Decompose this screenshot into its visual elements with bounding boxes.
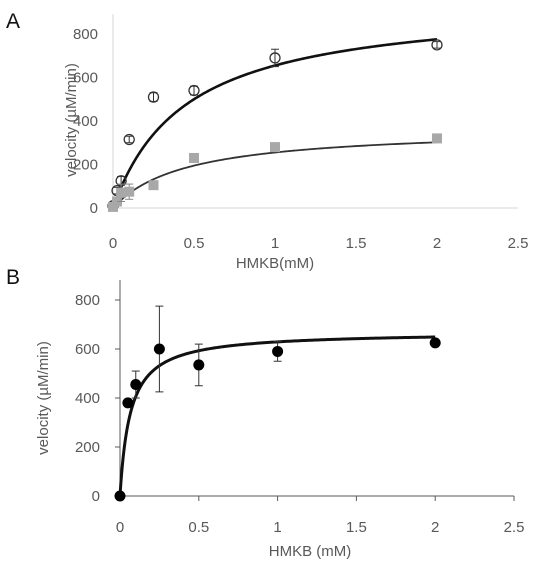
panel-a-x-tick-label: 0.5 xyxy=(184,235,205,252)
panel-b-x-tick-label: 0.5 xyxy=(188,519,209,536)
panel-a-series-2-point xyxy=(112,196,123,207)
panel-a-series-2-point xyxy=(432,133,442,144)
panel-a-series-1-point xyxy=(269,52,281,64)
panel-a-x-tick-label: 0 xyxy=(109,235,117,252)
panel-a-x-tick-label: 1 xyxy=(271,235,279,252)
panel-a-series-1-point xyxy=(431,39,443,51)
panel-a-series-2-point xyxy=(124,186,135,197)
panel-b-label: B xyxy=(6,266,20,289)
panel-a-x-axis-title: HMKB(mM) xyxy=(236,255,314,272)
panel-b-x-tick-label: 2.5 xyxy=(504,519,525,536)
panel-b-y-tick-label: 0 xyxy=(92,488,100,505)
panel-b-y-tick-label: 800 xyxy=(75,292,100,309)
panel-a-series-2-point xyxy=(189,152,199,163)
panel-b-x-axis-title: HMKB (mM) xyxy=(269,543,352,560)
panel-a-y-tick-label: 400 xyxy=(73,113,98,130)
panel-b-y-tick-label: 200 xyxy=(75,439,100,456)
panel-a-series-2-point xyxy=(108,201,118,212)
panel-b-x-tick-label: 2 xyxy=(431,519,439,536)
panel-b-series-1-point xyxy=(114,490,126,502)
panel-b-series-1-point xyxy=(130,379,142,391)
panel-b-series-1-point xyxy=(429,337,441,349)
panel-a-x-tick-label: 2.5 xyxy=(508,235,529,252)
panel-b-y-tick-label: 600 xyxy=(75,341,100,358)
panel-a-y-axis-title: velocity (µM/min) xyxy=(63,63,80,177)
panel-b-x-tick-label: 1 xyxy=(273,519,281,536)
panel-b-y-tick-label: 400 xyxy=(75,390,100,407)
panel-a-series-1-point xyxy=(188,84,200,97)
panel-b-x-tick-label: 0 xyxy=(116,519,124,536)
panel-b-series-1-point xyxy=(122,397,134,409)
panel-a-series-2-point xyxy=(116,187,127,198)
panel-a-y-tick-label: 600 xyxy=(73,70,98,87)
panel-b-series-1-point xyxy=(193,359,205,371)
panel-a-chart: A velocity (µM/min) HMKB(mM) 0 200 400 600 8… xyxy=(6,10,528,272)
panel-a-y-tick-label: 200 xyxy=(73,157,98,174)
panel-b-series-1-point xyxy=(272,345,284,357)
panel-a-series-2-point xyxy=(148,180,159,191)
panel-b-x-tick-label: 1.5 xyxy=(346,519,367,536)
panel-a-label: A xyxy=(6,10,20,33)
panel-b-chart: B velocity (µM/min) HMKB (mM) 0 200 400 600… xyxy=(6,266,524,560)
panel-a-x-tick-label: 2 xyxy=(433,235,441,252)
panel-b-series-1-point xyxy=(153,343,165,355)
panel-a-y-tick-label: 800 xyxy=(73,26,98,43)
panel-a-series-2-point xyxy=(270,142,280,153)
panel-a-y-tick-label: 0 xyxy=(90,200,98,217)
panel-a-series-1-point xyxy=(123,133,135,146)
panel-a-series-1-point xyxy=(147,91,160,103)
panel-b-y-axis-title: velocity (µM/min) xyxy=(35,341,52,455)
panel-a-x-tick-label: 1.5 xyxy=(346,235,367,252)
